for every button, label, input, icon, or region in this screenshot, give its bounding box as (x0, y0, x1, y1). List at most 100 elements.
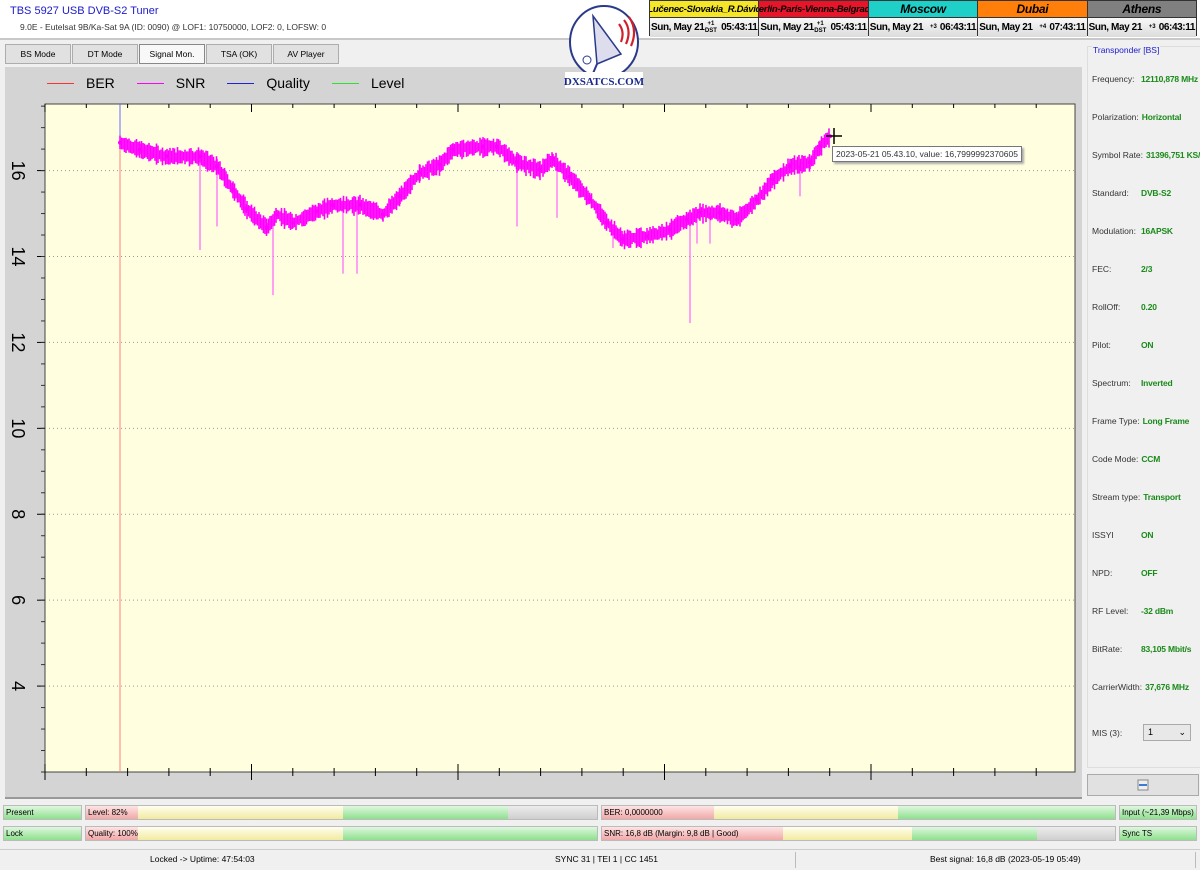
snr-label: SNR: 16,8 dB (Margin: 9,8 dB | Good) (604, 829, 739, 838)
snr-point (515, 159, 519, 164)
tab-signal-mon[interactable]: Signal Mon. (139, 44, 205, 64)
crosshair-cursor-icon (826, 128, 842, 144)
tab-av-player[interactable]: AV Player (273, 44, 339, 64)
clock-date: Sun, May 21 (760, 22, 814, 33)
field-label: Frame Type: (1092, 416, 1140, 426)
snr-point (451, 147, 455, 152)
clock-offset-group: +1 DST (704, 21, 717, 35)
legend-swatch (227, 82, 255, 84)
clock-date: Sun, May 21 (651, 22, 705, 33)
transponder-panel: Transponder [BS] Frequency: 12110,878 MHz… (1087, 45, 1200, 768)
snr-point (265, 225, 269, 230)
field-standard: Standard: DVB-S2 (1092, 188, 1171, 198)
field-value: Horizontal (1141, 112, 1182, 122)
mis-value: 1 (1148, 727, 1154, 737)
mis-label: MIS (3): (1092, 728, 1123, 738)
snr-point (275, 212, 279, 217)
clock-offset: +3 (1148, 24, 1156, 30)
present-indicator: Present (3, 805, 82, 820)
satellite-info: 9.0E - Eutelsat 9B/Ka-Sat 9A (ID: 0090) … (20, 22, 327, 32)
field-bitrate: BitRate: 83,105 Mbit/s (1092, 644, 1192, 654)
clock-city: Moscow (868, 1, 978, 17)
clock-time-cell: Sun, May 21 +3 06:43:11 (1087, 18, 1196, 37)
snr-bar: SNR: 16,8 dB (Margin: 9,8 dB | Good) (601, 826, 1116, 841)
sync-status: SYNC 31 | TEI 1 | CC 1451 (555, 854, 659, 864)
field-value: 83,105 Mbit/s (1141, 644, 1192, 654)
field-label: Stream type: (1092, 492, 1141, 502)
snr-point (668, 227, 672, 232)
clock-date: Sun, May 21 (1088, 22, 1143, 33)
chart-legend: BER SNR Quality Level (47, 75, 426, 91)
field-label: Polarization: (1092, 112, 1139, 122)
snr-point (685, 217, 689, 222)
snr-point (291, 220, 295, 225)
field-label: BitRate: (1092, 644, 1123, 654)
snr-point (735, 217, 739, 222)
field-label: Pilot: (1092, 340, 1111, 350)
y-tick-label: 6 (8, 595, 28, 605)
field-label: Frequency: (1092, 74, 1135, 84)
tab-dt-mode[interactable]: DT Mode (72, 44, 138, 64)
lock-indicator: Lock (3, 826, 82, 841)
clock-city: Berlin-Paris-Vienna-Belgrade (759, 1, 868, 17)
clock-offset: +3 (929, 24, 937, 30)
legend-label: SNR (175, 75, 206, 91)
legend-item-level[interactable]: Level (331, 75, 404, 91)
field-label: FEC: (1092, 264, 1112, 274)
field-npd: NPD: OFF (1092, 568, 1158, 578)
y-tick-label: 12 (8, 332, 28, 352)
field-label: CarrierWidth: (1092, 682, 1143, 692)
y-tick-label: 14 (8, 246, 28, 266)
field-carrierwidth: CarrierWidth: 37,676 MHz (1092, 682, 1189, 692)
ber-label: BER: 0,0000000 (604, 808, 663, 817)
signal-chart[interactable]: 4 6 8 10 12 14 16 (0, 0, 1085, 800)
tab-bs-mode[interactable]: BS Mode (5, 44, 71, 64)
legend-swatch (331, 82, 359, 84)
field-value: 12110,878 MHz (1141, 74, 1198, 84)
snr-point (381, 212, 385, 217)
snr-point (245, 207, 249, 212)
snr-point (588, 197, 592, 202)
panel-icon (1137, 779, 1149, 791)
clock-date: Sun, May 21 (869, 22, 924, 33)
snr-point (538, 167, 542, 172)
field-value: 16APSK (1141, 226, 1173, 236)
snr-point (551, 157, 555, 162)
field-stream-type: Stream type: Transport (1092, 492, 1181, 502)
field-value: DVB-S2 (1141, 188, 1171, 198)
field-label: Spectrum: (1092, 378, 1131, 388)
transponder-title: Transponder [BS] (1092, 45, 1161, 55)
field-rf-level: RF Level: -32 dBm (1092, 606, 1173, 616)
mis-select[interactable]: 1 ⌄ (1143, 724, 1191, 741)
snr-point (718, 210, 722, 215)
field-spectrum: Spectrum: Inverted (1092, 378, 1173, 388)
field-pilot: Pilot: ON (1092, 340, 1154, 350)
legend-item-ber[interactable]: BER (47, 75, 115, 91)
legend-item-quality[interactable]: Quality (227, 75, 310, 91)
field-value: 37,676 MHz (1145, 682, 1189, 692)
field-label: Standard: (1092, 188, 1129, 198)
chevron-down-icon: ⌄ (1178, 727, 1186, 737)
y-tick-label: 10 (8, 418, 28, 438)
field-frame-type: Frame Type: Long Frame (1092, 416, 1189, 426)
clock-dst: DST (704, 27, 717, 34)
collapse-button[interactable] (1087, 774, 1199, 796)
field-value: Transport (1143, 492, 1181, 502)
snr-point (398, 194, 402, 199)
clock-time: 05:43:11 (830, 22, 868, 33)
field-label: RF Level: (1092, 606, 1129, 616)
field-value: ON (1141, 530, 1154, 540)
clock-city: Athens (1087, 1, 1196, 17)
field-value: ON (1141, 340, 1154, 350)
legend-item-snr[interactable]: SNR (136, 75, 206, 91)
field-code-mode: Code Mode: CCM (1092, 454, 1160, 464)
snr-point (495, 144, 499, 149)
snr-point (818, 144, 822, 149)
clock-offset-group: +3 (927, 24, 940, 31)
dxsatcs-logo: DXSATCS.COM (564, 5, 645, 88)
tab-tsa-ok[interactable]: TSA (OK) (206, 44, 272, 64)
clock-time-cell: Sun, May 21 +1 DST 05:43:11 (759, 18, 868, 37)
field-value: 2/3 (1141, 264, 1153, 274)
clock-offset: +4 (1039, 24, 1047, 30)
field-label: RollOff: (1092, 302, 1121, 312)
